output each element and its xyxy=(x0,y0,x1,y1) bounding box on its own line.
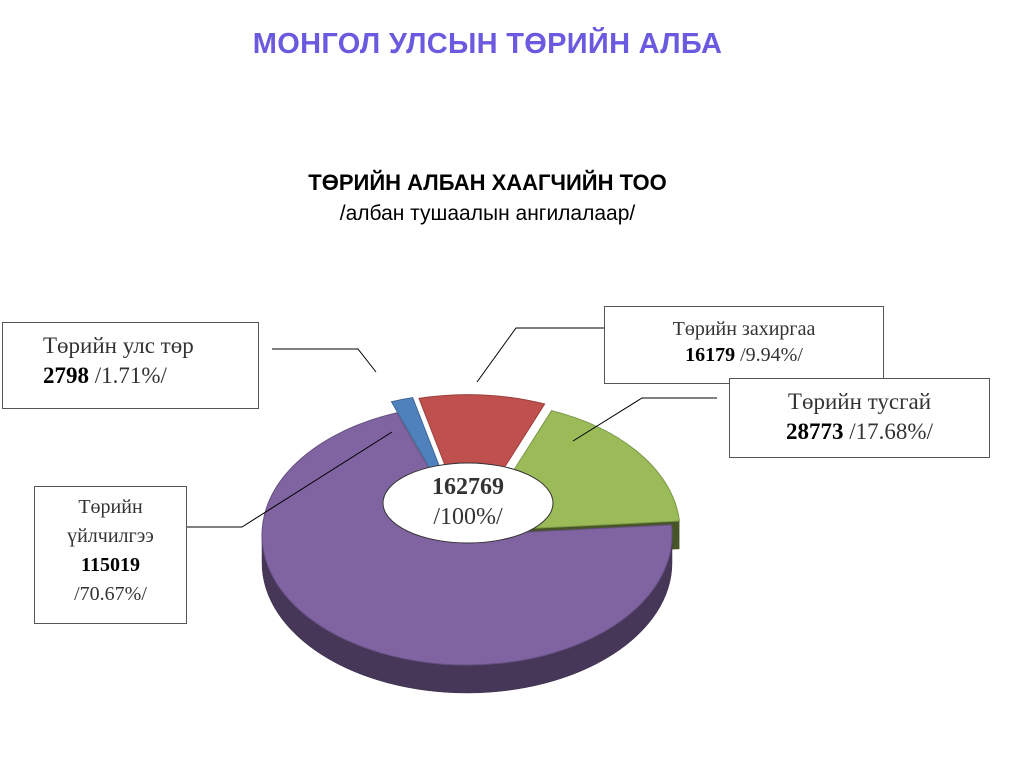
callout-special-percent: /17.68%/ xyxy=(849,419,933,444)
pie-center-ellipse xyxy=(382,462,554,544)
leader-line-service xyxy=(187,431,393,528)
callout-special: Төрийн тусгай 28773 /17.68%/ xyxy=(729,378,990,458)
chart-subtitle: /албан тушаалын ангилалаар/ xyxy=(339,202,636,225)
callout-special-label: Төрийн тусгай xyxy=(787,389,932,414)
chart-title: ТӨРИЙН АЛБАН ХААГЧИЙН ТОО xyxy=(308,170,667,195)
callout-administrative-label: Төрийн захиргаа xyxy=(672,318,816,340)
callout-service: Төрийн үйлчилгээ 115019 /70.67%/ xyxy=(34,486,187,624)
leader-line-political xyxy=(272,348,377,373)
callout-political: Төрийн улс төр 2798 /1.71%/ xyxy=(2,322,259,409)
pie-center-label: 162769 /100%/ xyxy=(383,472,553,532)
total-percent: /100%/ xyxy=(433,504,503,530)
pie-slice-administrative xyxy=(418,394,546,526)
callout-political-label: Төрийн улс төр xyxy=(43,333,194,358)
page-title: МОНГОЛ УЛСЫН ТӨРИЙН АЛБА xyxy=(252,28,723,60)
callout-political-value: 2798 xyxy=(43,363,89,388)
callout-service-value: 115019 xyxy=(81,554,140,576)
callout-administrative-value: 16179 xyxy=(685,344,736,366)
callout-administrative: Төрийн захиргаа 16179 /9.94%/ xyxy=(604,306,884,384)
callout-special-value: 28773 xyxy=(786,419,844,444)
callout-service-percent: /70.67%/ xyxy=(74,583,147,605)
callout-service-label: Төрийн үйлчилгээ xyxy=(67,496,154,547)
leader-line-special xyxy=(572,397,717,442)
leader-line-administrative xyxy=(476,327,604,383)
total-value: 162769 xyxy=(432,474,504,500)
callout-administrative-percent: /9.94%/ xyxy=(740,344,803,366)
callout-political-percent: /1.71%/ xyxy=(94,363,167,388)
